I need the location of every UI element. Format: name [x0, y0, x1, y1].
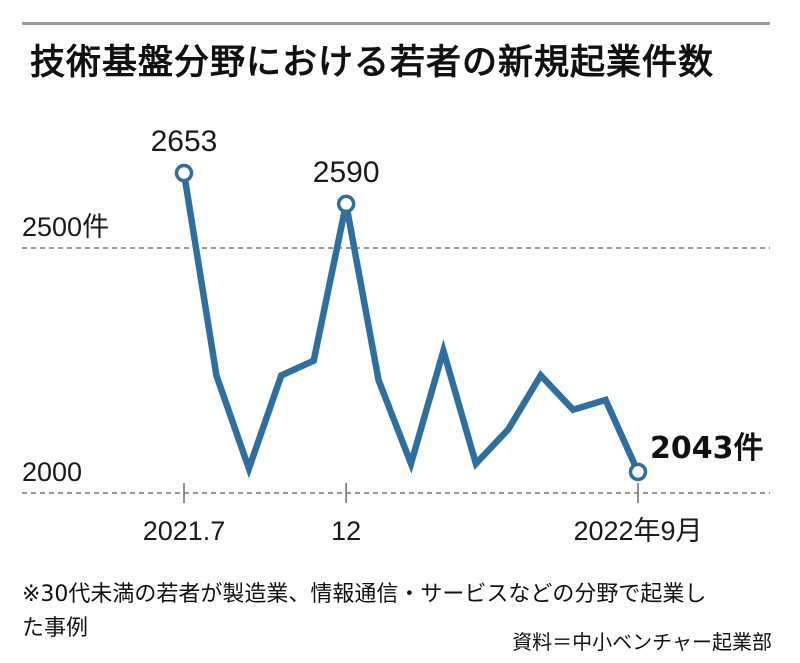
- x-tick-label-5: 12: [331, 516, 361, 546]
- data-label-0: 2653: [151, 125, 218, 158]
- data-label-5: 2590: [313, 156, 380, 189]
- x-tick-label-0: 2021.7: [143, 516, 226, 546]
- x-tick-label-14: 2022年9月: [573, 516, 702, 546]
- series-line: [180, 169, 642, 479]
- source-credit: 資料＝中小ベンチャー起業部: [512, 630, 772, 654]
- data-point-5: [336, 194, 356, 214]
- point-labels: 2653 2590 2043件: [151, 125, 764, 466]
- marker-layer: [174, 163, 648, 482]
- y-tick-labels: 2500件 2000: [22, 212, 109, 487]
- y-tick-label-2000: 2000: [22, 457, 82, 487]
- footnote: ※30代未満の若者が製造業、情報通信・サービスなどの分野で起業した事例: [22, 582, 707, 641]
- y-tick-label-2500: 2500件: [22, 212, 109, 242]
- data-point-0: [174, 163, 194, 183]
- grid-layer: [22, 247, 770, 494]
- x-ticks: 2021.7 12 2022年9月: [143, 483, 703, 546]
- chart-title: 技術基盤分野における若者の新規起業件数: [30, 43, 715, 83]
- data-label-14: 2043件: [650, 431, 764, 466]
- series-line-layer: [180, 169, 642, 479]
- top-rule: [22, 22, 770, 25]
- data-point-14: [628, 462, 648, 482]
